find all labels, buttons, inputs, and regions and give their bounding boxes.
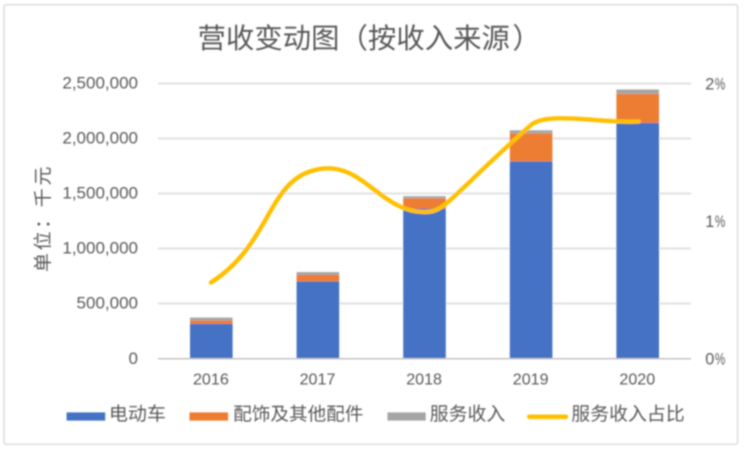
svg-text:2,000,000: 2,000,000 [62,129,138,148]
svg-text:2017: 2017 [300,370,336,388]
svg-text:2: 2 [705,75,714,93]
svg-text:1,000,000: 1,000,000 [62,239,138,258]
svg-text:1: 1 [705,213,714,231]
svg-text:0: 0 [129,349,138,368]
svg-text:2019: 2019 [513,370,549,388]
svg-text:%: % [715,351,725,369]
svg-text:0: 0 [705,351,714,369]
svg-text:2,500,000: 2,500,000 [62,74,138,93]
svg-text:2018: 2018 [406,370,442,388]
svg-text:%: % [715,75,725,93]
svg-text:2016: 2016 [193,370,229,388]
svg-text:500,000: 500,000 [77,294,138,313]
svg-text:1,500,000: 1,500,000 [62,184,138,203]
svg-text:%: % [715,213,725,231]
svg-text:2020: 2020 [619,370,655,388]
